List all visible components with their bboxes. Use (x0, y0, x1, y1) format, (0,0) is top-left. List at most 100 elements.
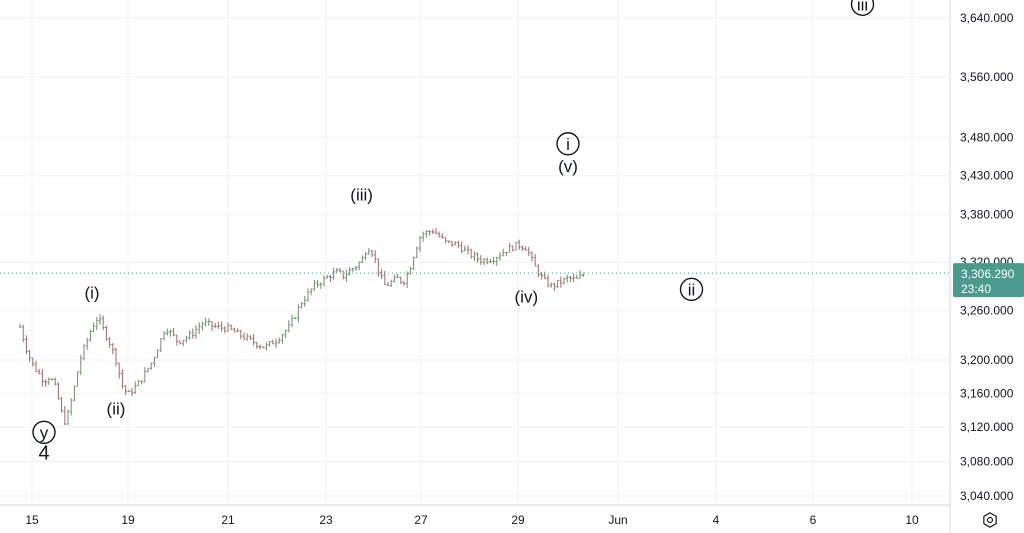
time-tick-label: 4 (713, 513, 720, 527)
wave-label: 4 (38, 443, 49, 465)
candle (204, 317, 207, 327)
candle (197, 322, 201, 335)
current-price-label: 3,306.290 (961, 267, 1015, 281)
candle (524, 246, 527, 251)
candle (21, 324, 25, 343)
candle (111, 343, 115, 355)
price-tick-label: 3,480.000 (960, 130, 1014, 144)
candle (562, 277, 566, 285)
candle (565, 274, 569, 283)
candle (444, 237, 447, 244)
time-axis[interactable]: 15 19 21 23 27 29 Jun 4 6 10 (25, 513, 919, 527)
candle (322, 275, 326, 287)
candle (41, 368, 44, 387)
candle (361, 255, 364, 263)
candle (559, 276, 563, 288)
candle (453, 241, 457, 246)
candle (217, 321, 220, 329)
candle (255, 341, 259, 349)
candle (229, 324, 233, 331)
candle (351, 267, 355, 272)
candle (185, 335, 188, 343)
candle (57, 382, 60, 400)
wave-label-circle (850, 0, 875, 16)
candle (178, 340, 182, 345)
candle (345, 270, 348, 282)
time-tick-label: 29 (511, 513, 525, 527)
candle (325, 274, 329, 279)
time-tick-label: 6 (810, 513, 817, 527)
candle (399, 276, 403, 284)
candle (284, 329, 287, 338)
candle (377, 258, 380, 277)
candle (53, 377, 57, 386)
candle (149, 362, 153, 371)
candle (226, 322, 230, 332)
candle (169, 329, 172, 337)
candle (332, 267, 335, 280)
candle (98, 314, 102, 325)
grid-lines (0, 0, 950, 505)
candle (130, 387, 134, 397)
candle (236, 328, 239, 333)
candle (473, 250, 476, 261)
candle (316, 280, 319, 288)
candle (303, 295, 307, 307)
candle (380, 268, 383, 280)
candle (108, 337, 111, 348)
candle (409, 266, 412, 275)
candle (319, 282, 323, 289)
candle (44, 379, 47, 387)
candle (223, 326, 227, 334)
candle (441, 233, 444, 239)
candle (114, 347, 118, 367)
time-tick-label: 10 (905, 513, 919, 527)
candle (271, 339, 275, 345)
candle (553, 282, 556, 291)
candle (261, 346, 265, 349)
candle (85, 337, 89, 350)
candle (82, 344, 86, 361)
price-tick-label: 3,080.000 (960, 454, 1014, 468)
candle (533, 254, 537, 267)
gear-icon (983, 512, 997, 528)
candle (63, 406, 67, 426)
candle (274, 338, 278, 349)
candle (181, 339, 185, 347)
candle (133, 381, 137, 394)
candle (28, 349, 31, 362)
wave-label-circle (32, 420, 56, 444)
candle (479, 255, 483, 266)
price-badge-bg (953, 263, 1024, 298)
candle (492, 256, 495, 265)
candle (335, 267, 339, 273)
candle (527, 246, 531, 257)
candle (268, 341, 271, 347)
settings-button[interactable] (980, 510, 1000, 530)
candle (393, 274, 396, 283)
time-tick-label: 21 (221, 513, 235, 527)
candle (172, 327, 175, 337)
candle (348, 267, 351, 276)
candle (329, 274, 332, 283)
candle (313, 279, 316, 291)
candle (341, 270, 345, 280)
candles (18, 227, 585, 426)
candle (476, 252, 479, 263)
time-tick-label: Jun (608, 513, 627, 527)
candle (290, 314, 294, 327)
time-tick-label: 27 (414, 513, 428, 527)
candle (34, 360, 38, 373)
candle (140, 380, 143, 385)
candle (581, 272, 585, 277)
candle (469, 248, 473, 259)
candle (95, 316, 99, 331)
candle (60, 397, 63, 413)
price-axis[interactable]: 3,040.000 3,080.000 3,120.000 3,160.000 3,20… (960, 11, 1014, 503)
candle (354, 265, 358, 271)
wave-label: y (40, 423, 49, 442)
candle (546, 274, 550, 288)
